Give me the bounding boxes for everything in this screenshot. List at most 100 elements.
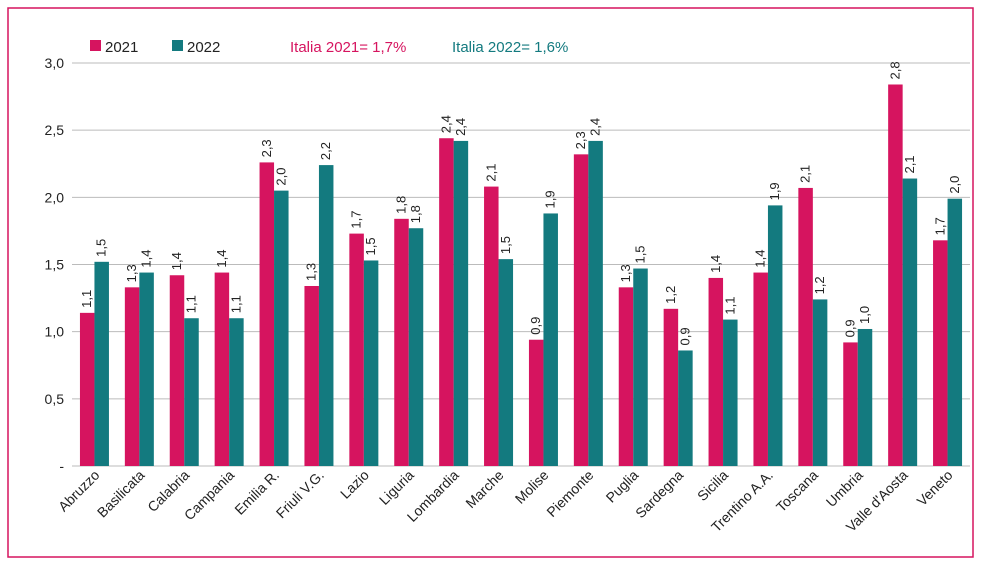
x-tick-label: Molise — [512, 467, 552, 507]
bar — [274, 190, 289, 466]
bar — [708, 277, 724, 466]
bar — [229, 318, 244, 466]
value-label: 2,1 — [902, 155, 917, 173]
bar — [528, 339, 544, 466]
bar — [767, 205, 783, 467]
bar — [214, 272, 230, 466]
bar — [888, 84, 903, 466]
bar — [124, 287, 140, 466]
bar — [184, 318, 199, 466]
value-label: 1,7 — [349, 211, 364, 229]
value-label: 0,9 — [843, 319, 858, 337]
bar — [318, 165, 334, 467]
frame — [7, 7, 974, 558]
bar — [139, 272, 154, 466]
bar — [947, 198, 963, 466]
bar — [857, 328, 873, 466]
bar — [94, 261, 109, 466]
bar — [169, 275, 185, 466]
value-label: 1,1 — [79, 290, 94, 308]
value-label: 1,8 — [408, 205, 423, 223]
value-label: 1,1 — [184, 295, 199, 313]
annotation: Italia 2022= 1,6% — [452, 39, 568, 56]
y-tick-label: 1,5 — [45, 257, 65, 273]
y-tick-label: 3,0 — [45, 55, 65, 71]
bar — [304, 285, 319, 466]
x-tick-label: Lazio — [337, 467, 372, 502]
bar — [588, 140, 603, 466]
value-label: 1,7 — [932, 217, 947, 235]
value-label: 1,5 — [363, 237, 378, 255]
bar — [812, 299, 828, 466]
bar — [543, 213, 558, 466]
value-label: 2,4 — [453, 118, 468, 136]
bar — [663, 308, 679, 466]
legend-label: 2022 — [187, 39, 220, 56]
bar — [498, 259, 514, 466]
bar — [79, 312, 95, 466]
x-tick-label: Piemonte — [543, 467, 596, 520]
value-label: 1,5 — [498, 236, 513, 254]
bar — [902, 178, 918, 466]
bar — [394, 218, 409, 466]
value-label: 1,5 — [94, 239, 109, 257]
bar — [363, 260, 379, 466]
x-tick-label: Veneto — [914, 467, 956, 509]
value-label: 2,8 — [887, 61, 902, 79]
value-label: 2,1 — [798, 165, 813, 183]
legend-swatch — [90, 40, 101, 51]
value-label: 1,5 — [633, 245, 648, 263]
value-label: 1,4 — [753, 249, 768, 267]
bar — [259, 162, 275, 466]
x-tick-label: Marche — [462, 467, 506, 511]
value-label: 2,2 — [318, 142, 333, 160]
value-label: 1,4 — [708, 255, 723, 273]
annotation: Italia 2021= 1,7% — [290, 39, 406, 56]
y-tick-label: 2,5 — [45, 122, 65, 138]
bar — [408, 228, 424, 466]
value-label: 0,9 — [677, 327, 692, 345]
value-label: 1,3 — [304, 263, 319, 281]
value-label: 2,1 — [483, 164, 498, 182]
value-label: 2,3 — [573, 131, 588, 149]
bar — [439, 138, 454, 466]
value-label: 1,4 — [214, 249, 229, 267]
value-label: 2,0 — [273, 168, 288, 186]
value-label: 1,4 — [169, 252, 184, 270]
x-tick-label: Friuli V.G. — [273, 467, 327, 521]
bar — [753, 272, 768, 466]
bar — [573, 154, 589, 466]
value-label: 1,8 — [394, 196, 409, 214]
bar — [618, 287, 634, 466]
legend-swatch — [172, 40, 183, 51]
value-label: 1,1 — [228, 295, 243, 313]
y-tick-label: 0,5 — [45, 391, 65, 407]
value-label: 1,2 — [663, 286, 678, 304]
bar — [678, 350, 693, 466]
bar — [484, 186, 499, 466]
value-label: 1,3 — [124, 264, 139, 282]
bar — [843, 342, 858, 466]
x-tick-label: Sicilia — [694, 467, 731, 504]
bar — [633, 268, 648, 466]
x-tick-label: Umbria — [823, 467, 866, 510]
value-label: 1,3 — [618, 264, 633, 282]
value-label: 2,0 — [947, 176, 962, 194]
x-tick-label: Toscana — [773, 467, 821, 515]
value-label: 0,9 — [528, 317, 543, 335]
value-label: 1,2 — [812, 276, 827, 294]
value-label: 1,4 — [139, 249, 154, 267]
value-label: 2,4 — [438, 115, 453, 133]
y-tick-label: 2,0 — [45, 189, 65, 205]
bar — [798, 187, 813, 466]
y-tick-label: 1,0 — [45, 324, 65, 340]
x-tick-label: Liguria — [376, 467, 417, 508]
bar — [933, 240, 948, 466]
x-tick-label: Puglia — [603, 467, 642, 506]
bar — [723, 319, 738, 466]
x-tick-label: Basilicata — [94, 467, 148, 521]
legend-label: 2021 — [105, 39, 138, 56]
value-label: 1,1 — [722, 296, 737, 314]
value-label: 1,9 — [767, 182, 782, 200]
value-label: 2,3 — [259, 139, 274, 157]
